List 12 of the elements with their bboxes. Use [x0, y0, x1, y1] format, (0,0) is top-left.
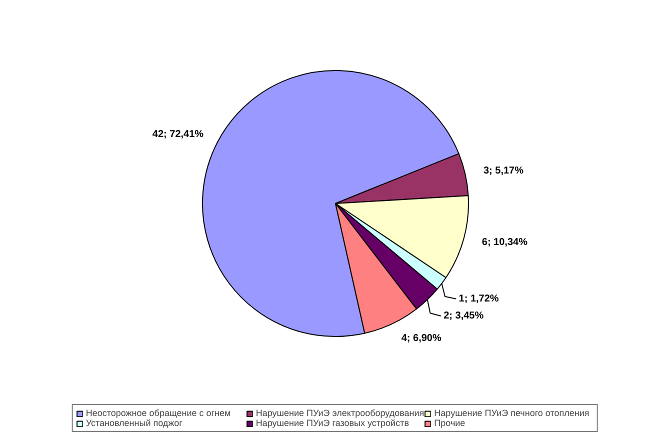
data-label: 1; 1,72% [458, 293, 499, 304]
legend-label: Нарушение ПУиЭ печного отопления [434, 408, 590, 418]
legend-label: Нарушение ПУиЭ электрооборудования [256, 408, 424, 418]
data-label: 42; 72,41% [152, 128, 204, 140]
data-label: 3; 5,17% [483, 165, 524, 176]
legend-label: Установленный поджог [86, 418, 184, 428]
data-label: 4; 6,90% [401, 332, 442, 344]
legend-label: Прочие [434, 418, 466, 428]
data-label: 2; 3,45% [444, 310, 484, 322]
data-label: 6; 10,34% [482, 237, 528, 248]
legend-label: Нарушение ПУиЭ газовых устройств [256, 418, 410, 428]
legend-label: Неосторожное обращение с огнем [86, 408, 232, 418]
